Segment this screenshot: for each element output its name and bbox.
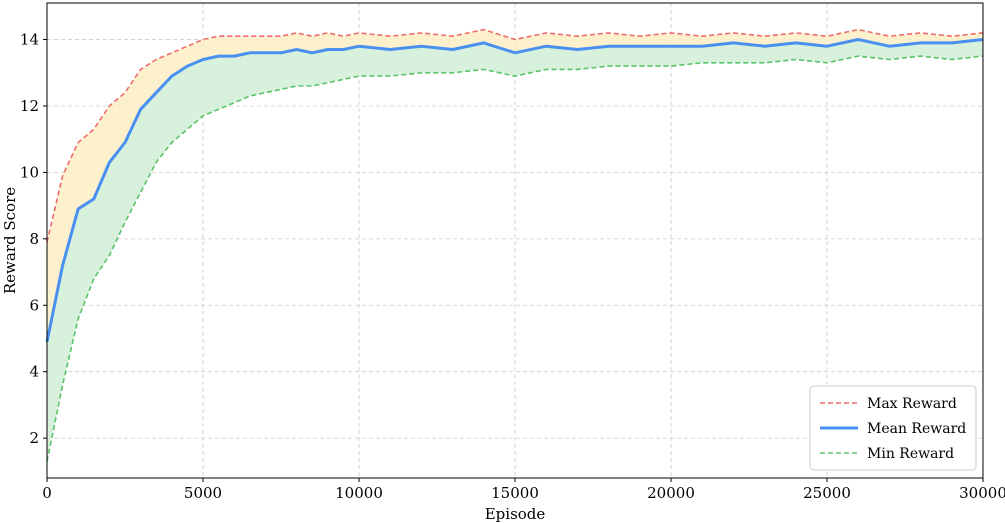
y-axis-ticks: 2 4 6 8 10 12 14	[20, 31, 47, 447]
legend-label: Max Reward	[867, 396, 957, 412]
x-tick-label: 15000	[491, 484, 539, 502]
x-tick-label: 0	[42, 484, 52, 502]
legend-label: Min Reward	[867, 446, 954, 462]
series-line-max-reward	[46, 28, 984, 243]
legend-box	[809, 385, 977, 471]
y-tick-label: 2	[29, 429, 39, 447]
y-tick-label: 10	[20, 163, 39, 181]
x-tick-label: 5000	[184, 484, 222, 502]
y-tick-label: 14	[20, 31, 39, 49]
y-tick-label: 12	[20, 97, 39, 115]
x-tick-label: 25000	[803, 484, 851, 502]
legend-label: Mean Reward	[867, 421, 966, 437]
y-axis-label: Reward Score	[1, 187, 19, 294]
x-tick-label: 20000	[647, 484, 695, 502]
x-axis-ticks: 0 5000 10000 15000 20000 25000 30000	[42, 478, 1005, 502]
x-axis-label: Episode	[485, 505, 546, 523]
series-line-mean-reward	[45, 38, 984, 343]
x-tick-label: 30000	[959, 484, 1005, 502]
y-tick-label: 6	[29, 296, 39, 314]
y-tick-label: 4	[29, 363, 39, 381]
series-lines	[45, 28, 984, 462]
y-tick-label: 8	[29, 230, 39, 248]
legend: Max Reward Mean Reward Min Reward	[809, 385, 977, 471]
x-tick-label: 10000	[335, 484, 383, 502]
